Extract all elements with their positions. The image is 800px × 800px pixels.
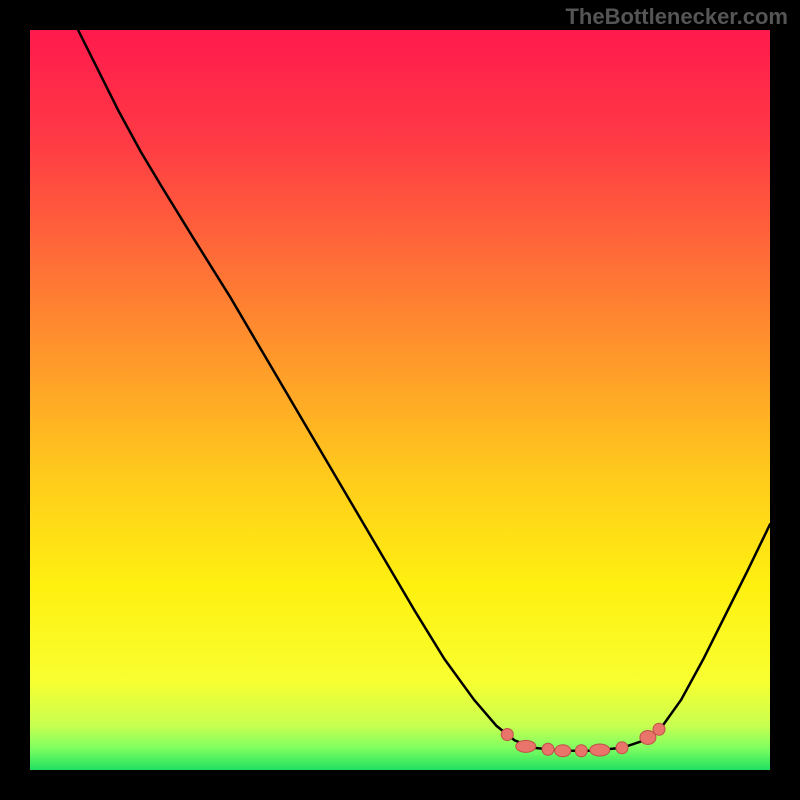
- watermark-text: TheBottlenecker.com: [565, 4, 788, 30]
- marker-point: [616, 742, 628, 754]
- marker-point: [501, 728, 513, 740]
- marker-point: [516, 740, 536, 752]
- marker-point: [590, 744, 610, 756]
- marker-point: [542, 743, 554, 755]
- plot-background: [30, 30, 770, 770]
- marker-point: [653, 723, 665, 735]
- marker-point: [555, 745, 571, 757]
- bottleneck-chart: [0, 0, 800, 800]
- marker-point: [575, 745, 587, 757]
